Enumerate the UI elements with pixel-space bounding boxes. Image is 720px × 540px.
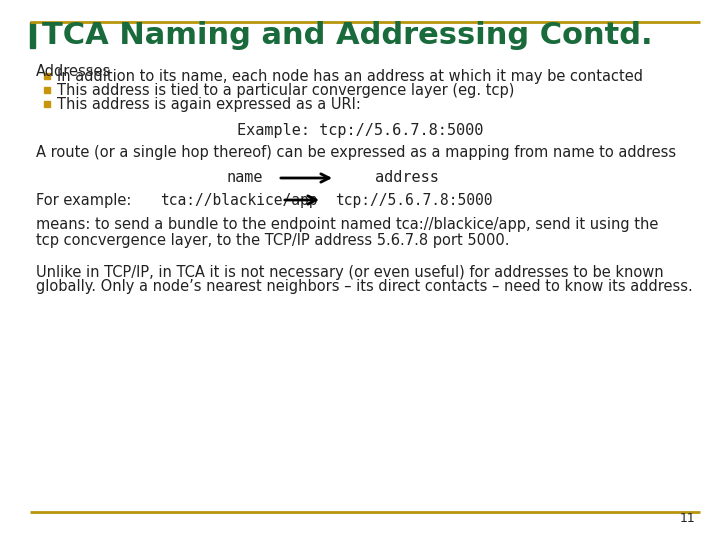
Bar (30, 22, 35, 48)
Text: address: address (375, 171, 439, 186)
Bar (44, 87, 50, 93)
Text: 11: 11 (679, 512, 695, 525)
Text: This address is again expressed as a URI:: This address is again expressed as a URI… (57, 97, 361, 111)
Text: tcp concvergence layer, to the TCP/IP address 5.6.7.8 port 5000.: tcp concvergence layer, to the TCP/IP ad… (36, 233, 510, 247)
Text: Unlike in TCP/IP, in TCA it is not necessary (or even useful) for addresses to b: Unlike in TCP/IP, in TCA it is not neces… (36, 265, 664, 280)
Text: means: to send a bundle to the endpoint named tca://blackice/app, send it using : means: to send a bundle to the endpoint … (36, 218, 658, 233)
Text: TCA Naming and Addressing Contd.: TCA Naming and Addressing Contd. (42, 21, 652, 50)
Text: name: name (227, 171, 264, 186)
Text: tca://blackice/app: tca://blackice/app (160, 192, 318, 207)
Text: tcp://5.6.7.8:5000: tcp://5.6.7.8:5000 (335, 192, 492, 207)
Bar (44, 101, 50, 107)
Text: In addition to its name, each node has an address at which it may be contacted: In addition to its name, each node has a… (57, 69, 643, 84)
Text: Example: tcp://5.6.7.8:5000: Example: tcp://5.6.7.8:5000 (237, 123, 483, 138)
Text: globally. Only a node’s nearest neighbors – its direct contacts – need to know i: globally. Only a node’s nearest neighbor… (36, 280, 693, 294)
Text: For example:: For example: (36, 192, 131, 207)
Text: Addresses: Addresses (36, 64, 112, 79)
Text: A route (or a single hop thereof) can be expressed as a mapping from name to add: A route (or a single hop thereof) can be… (36, 145, 676, 160)
Text: This address is tied to a particular convergence layer (eg. tcp): This address is tied to a particular con… (57, 83, 514, 98)
Bar (44, 73, 50, 79)
